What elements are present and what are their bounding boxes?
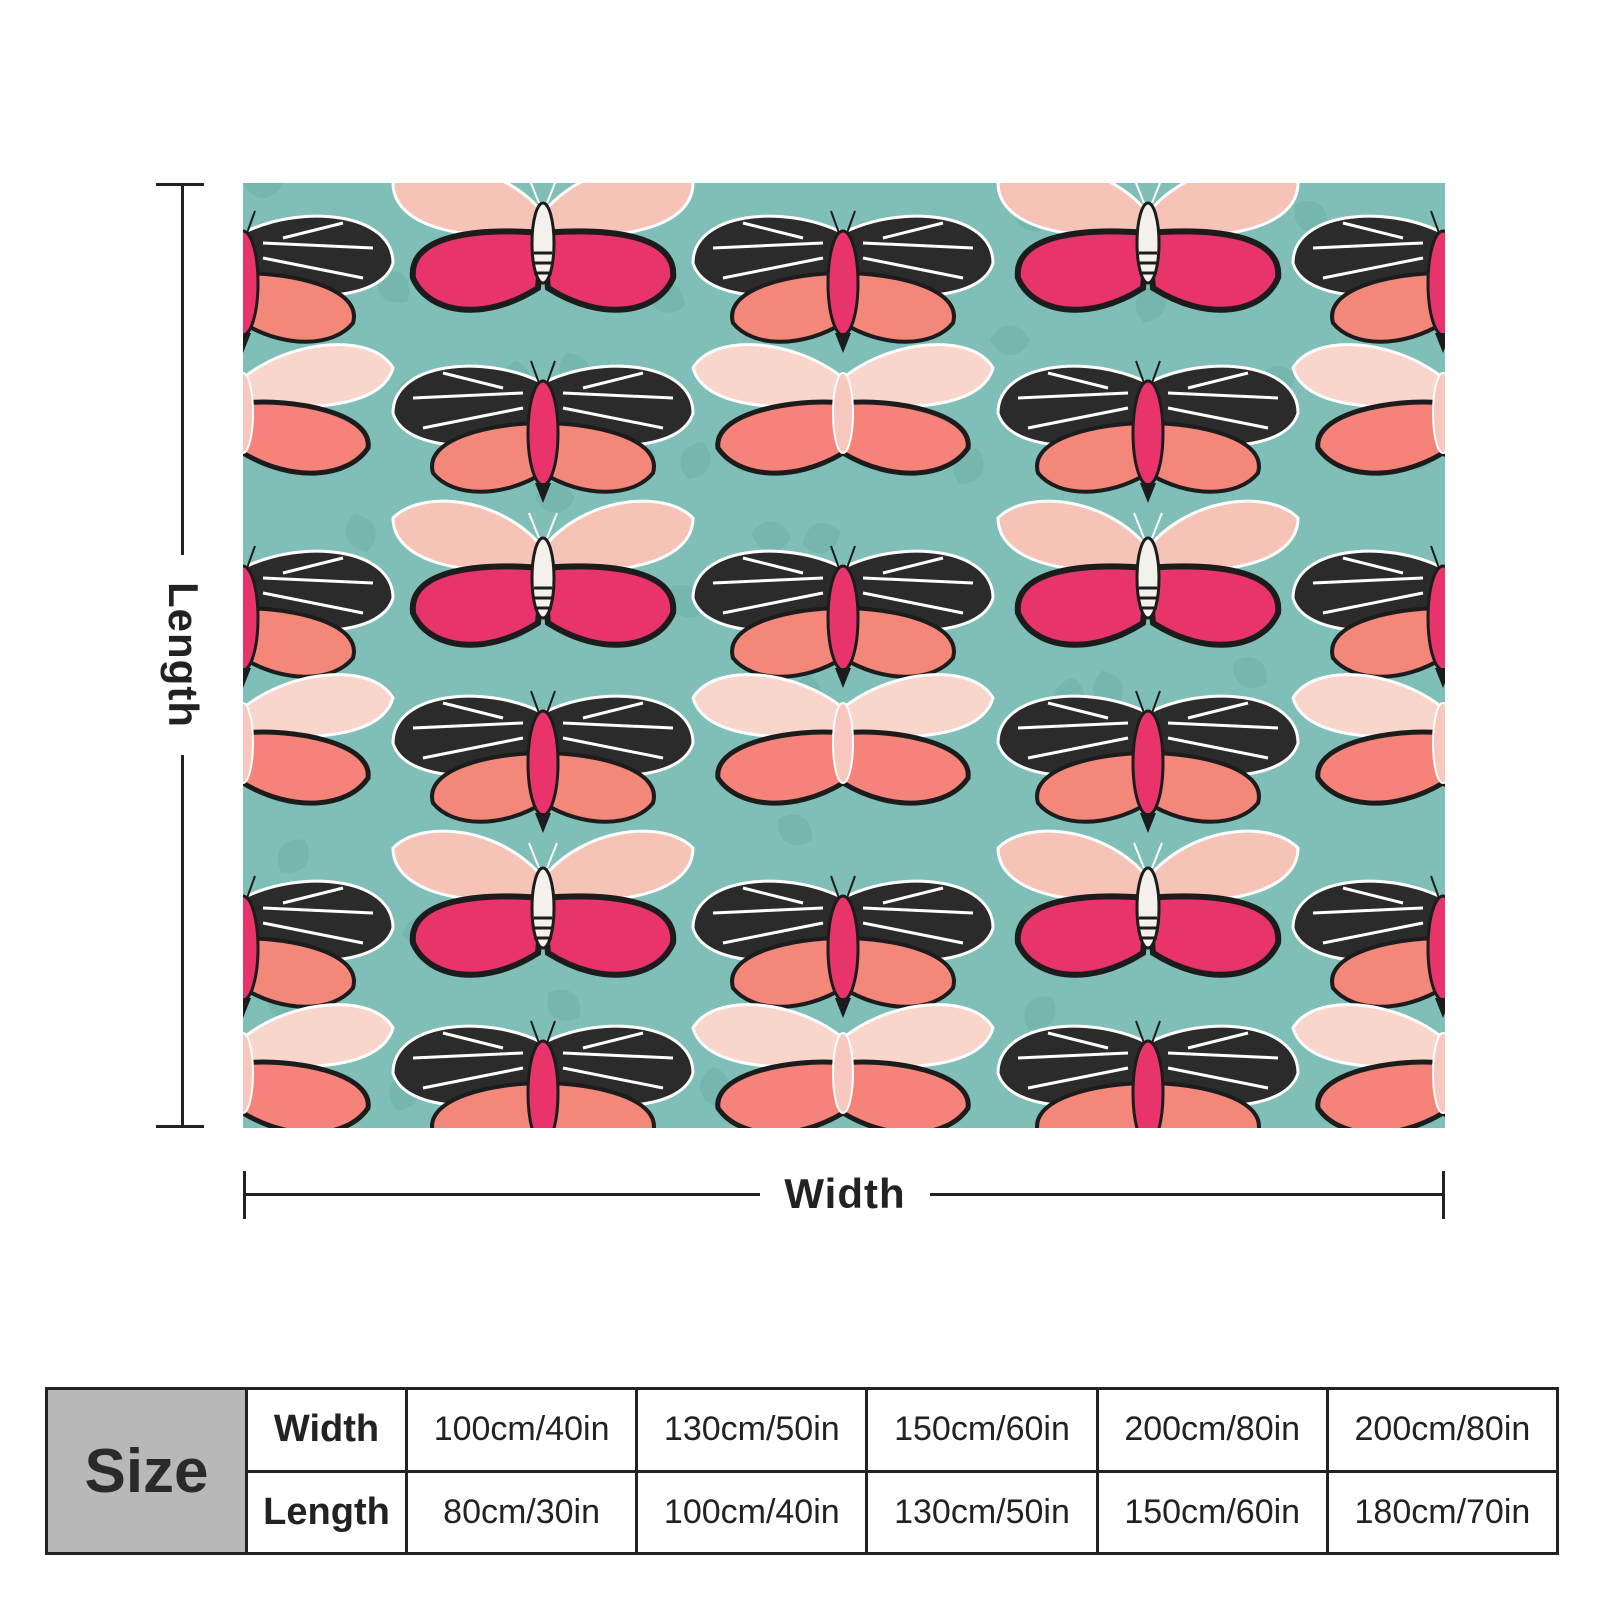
size-cell: 150cm/60in [1095, 1472, 1326, 1552]
size-cell: 200cm/80in [1325, 1390, 1556, 1470]
length-label: Length [160, 582, 207, 728]
length-dimension-cap-top [156, 183, 204, 186]
blanket-pattern-image [243, 183, 1445, 1128]
width-label-background [760, 1170, 930, 1220]
size-row-length: Length 80cm/30in 100cm/40in 130cm/50in 1… [248, 1469, 1556, 1552]
size-row-label: Length [263, 1490, 390, 1533]
size-cell: 100cm/40in [635, 1472, 865, 1552]
size-cell: 150cm/60in [865, 1390, 1095, 1470]
size-table-grid: Width 100cm/40in 130cm/50in 150cm/60in 2… [248, 1390, 1556, 1552]
width-dimension-cap-left [243, 1171, 246, 1219]
size-row-width: Width 100cm/40in 130cm/50in 150cm/60in 2… [248, 1390, 1556, 1470]
width-label: Width [784, 1170, 906, 1217]
size-cell: 80cm/30in [405, 1472, 635, 1552]
size-cell: 130cm/50in [635, 1390, 865, 1470]
size-cell: 130cm/50in [865, 1472, 1095, 1552]
size-table-header: Size [48, 1390, 248, 1552]
size-cell: 100cm/40in [405, 1390, 635, 1470]
size-table: Size Width 100cm/40in 130cm/50in 150cm/6… [45, 1387, 1559, 1555]
size-cell: 180cm/70in [1325, 1472, 1556, 1552]
length-dimension-cap-bottom [156, 1125, 204, 1128]
size-row-label: Width [273, 1408, 380, 1451]
width-dimension-cap-right [1442, 1171, 1445, 1219]
moth-pattern [243, 183, 1445, 1128]
size-cell: 200cm/80in [1095, 1390, 1326, 1470]
length-label-background [150, 555, 216, 755]
